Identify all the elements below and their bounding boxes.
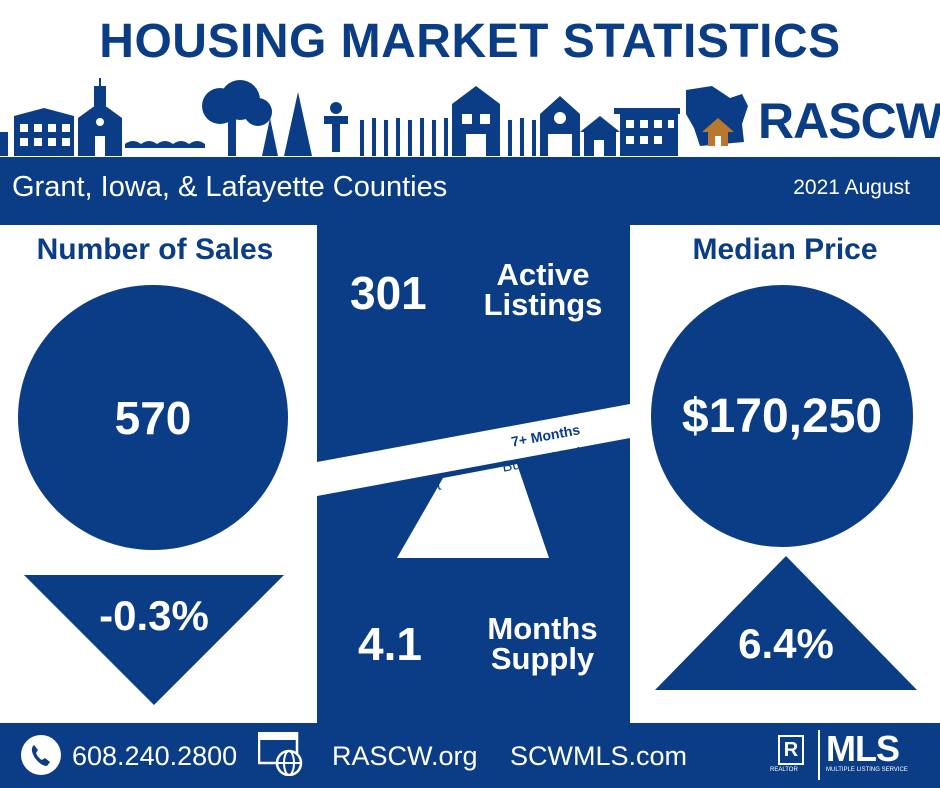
price-change: 6.4% bbox=[738, 620, 834, 667]
wisconsin-house-logo bbox=[686, 86, 748, 146]
months-supply-value: 4.1 bbox=[358, 618, 422, 670]
phone-icon bbox=[21, 735, 61, 775]
months-supply-label: Months Supply bbox=[470, 611, 615, 676]
scwmls-link[interactable]: SCWMLS.com bbox=[510, 741, 688, 771]
realtor-logo: R bbox=[778, 735, 804, 765]
page-title: HOUSING MARKET STATISTICS bbox=[99, 15, 841, 68]
sales-down-arrow bbox=[24, 575, 284, 705]
price-value: $170,250 bbox=[681, 389, 883, 443]
market-seesaw: 0-4 Months Sellers Market 7+ Months Buye… bbox=[317, 404, 630, 558]
realtor-mark: R bbox=[783, 739, 799, 761]
sales-value: 570 bbox=[114, 391, 192, 444]
seesaw-board bbox=[317, 404, 630, 496]
active-listings-value: 301 bbox=[350, 267, 427, 319]
phone-number[interactable]: 608.240.2800 bbox=[72, 741, 238, 771]
price-heading: Median Price bbox=[692, 233, 878, 266]
mls-caption: MULTIPLE LISTING SERVICE bbox=[826, 767, 908, 773]
brand-name: RASCW bbox=[758, 93, 940, 149]
supply-label-line1: Months bbox=[487, 611, 598, 646]
web-globe-icon bbox=[258, 732, 303, 776]
region-label: Grant, Iowa, & Lafayette Counties bbox=[12, 171, 448, 203]
footer-divider bbox=[818, 730, 820, 780]
header-band bbox=[0, 157, 940, 225]
supply-label-line2: Supply bbox=[490, 641, 595, 676]
active-label-line2: Listings bbox=[483, 287, 603, 322]
footer-bar bbox=[0, 723, 940, 788]
price-up-arrow bbox=[655, 556, 917, 690]
mls-logo: MLS bbox=[826, 728, 900, 769]
report-period: 2021 August bbox=[793, 176, 910, 199]
price-circle: $170,250 bbox=[651, 285, 913, 547]
skyline-illustration bbox=[0, 78, 680, 156]
rascw-link[interactable]: RASCW.org bbox=[332, 741, 478, 771]
sales-heading: Number of Sales bbox=[36, 233, 274, 266]
seesaw-fulcrum bbox=[397, 464, 549, 558]
realtor-caption: REALTOR bbox=[770, 767, 798, 773]
active-label-line1: Active bbox=[496, 257, 590, 292]
active-listings-label: Active Listings bbox=[468, 257, 618, 322]
sales-change: -0.3% bbox=[99, 592, 209, 639]
sales-circle: 570 bbox=[18, 285, 288, 550]
